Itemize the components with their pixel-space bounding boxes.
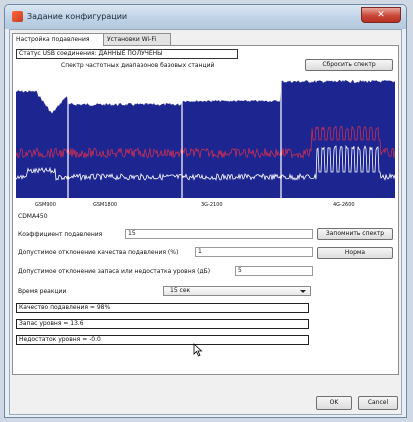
- tab-wifi-settings[interactable]: Установки Wi-Fi: [103, 33, 171, 45]
- margin-result: Запас уровня = 13.6: [16, 319, 309, 329]
- band-label-gsm900: GSM900: [35, 202, 56, 208]
- reset-spectrum-button[interactable]: Сбросить спектр: [305, 59, 393, 71]
- spectrum-peaks: [16, 125, 395, 160]
- norm-button[interactable]: Норма: [317, 247, 393, 259]
- dialog-client: Настройка подавления Установки Wi-Fi Ста…: [9, 29, 402, 415]
- spectrum-chart: [16, 76, 395, 198]
- app-icon: [12, 11, 23, 22]
- reaction-time-label: Время реакции: [18, 288, 67, 295]
- shortage-result: Недостаток уровня = -0.0: [16, 335, 309, 345]
- band-label-3g2100: 3G-2100: [201, 202, 223, 208]
- quality-deviation-input[interactable]: 1: [195, 247, 313, 257]
- quality-result: Качество подавления = 98%: [16, 303, 309, 313]
- level-deviation-input[interactable]: 5: [235, 266, 313, 276]
- suppression-coef-input[interactable]: 15: [125, 229, 313, 239]
- reaction-time-select[interactable]: 15 сек: [163, 286, 311, 296]
- mode-label: CDMA450: [18, 213, 48, 220]
- window-title: Задание конфигурации: [27, 12, 128, 21]
- close-button[interactable]: ✕: [361, 7, 401, 23]
- band-label-4g2600: 4G-2600: [333, 202, 355, 208]
- chevron-down-icon[interactable]: [300, 290, 306, 293]
- tab-panel: Статус USB соединения: ДАННЫЕ ПОЛУЧЕНЫ С…: [12, 45, 399, 375]
- title-bar[interactable]: Задание конфигурации ✕: [5, 5, 406, 29]
- reaction-time-value: 15 сек: [170, 287, 191, 294]
- usb-status: Статус USB соединения: ДАННЫЕ ПОЛУЧЕНЫ: [16, 49, 238, 59]
- band-label-gsm1800: GSM1800: [93, 202, 118, 208]
- tab-suppression-settings[interactable]: Настройка подавления: [12, 33, 104, 46]
- level-deviation-label: Допустимое отклонение запаса или недоста…: [18, 268, 211, 275]
- remember-spectrum-button[interactable]: Запомнить спектр: [317, 228, 393, 240]
- quality-deviation-label: Допустимое отклонение качества подавлени…: [18, 249, 179, 256]
- spectrum-title: Спектр частотных диапазонов базовых стан…: [61, 62, 215, 69]
- spectrum-fill: [16, 80, 395, 198]
- spectrum-trace: [16, 144, 395, 182]
- cancel-button[interactable]: Cancel: [358, 396, 398, 410]
- config-dialog: Задание конфигурации ✕ Настройка подавле…: [4, 4, 407, 418]
- suppression-coef-label: Коэффициент подавления: [18, 231, 103, 238]
- ok-button[interactable]: OK: [316, 396, 352, 410]
- mouse-pointer-icon: [193, 343, 203, 357]
